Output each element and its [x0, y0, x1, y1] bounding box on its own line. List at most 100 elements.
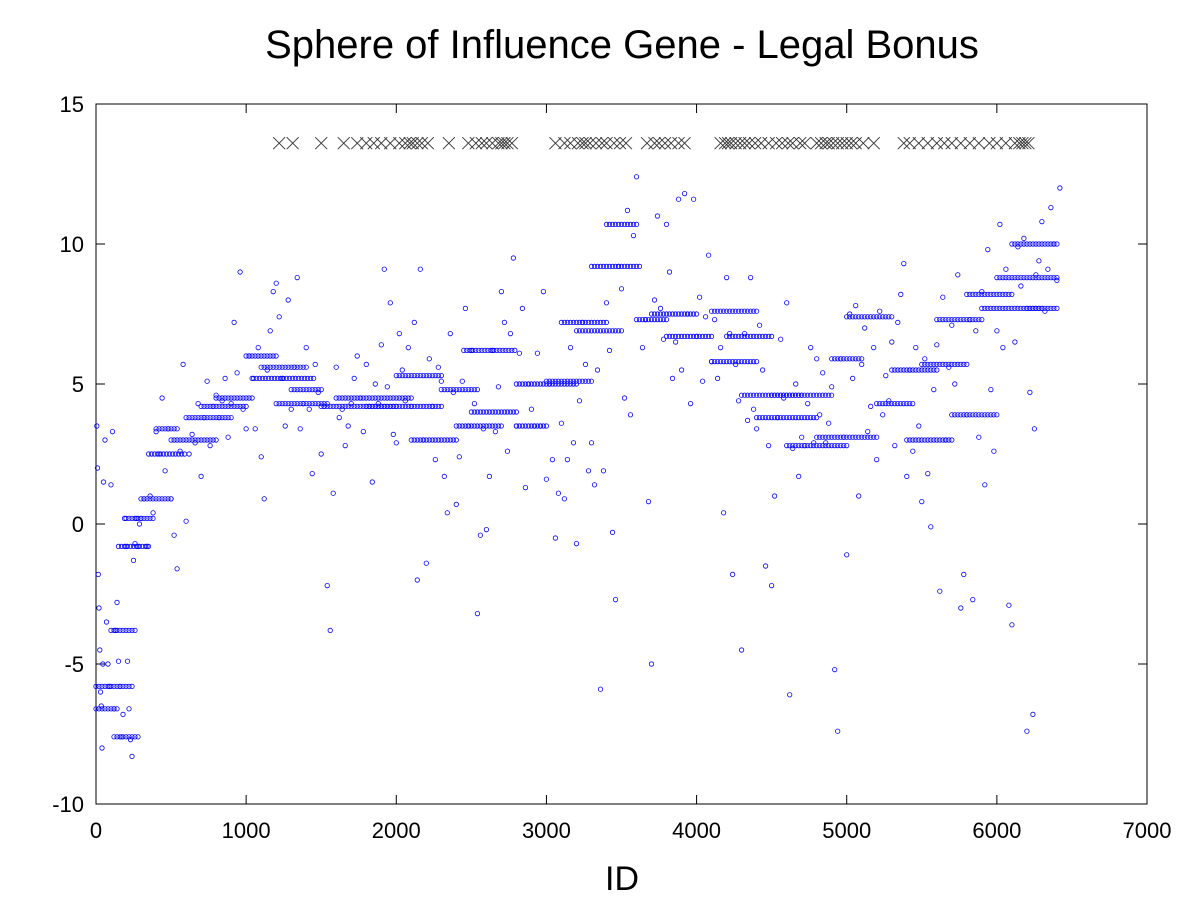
data-point [892, 400, 898, 407]
data-point [991, 412, 997, 418]
y-tick-label: 15 [60, 92, 84, 117]
data-point [952, 412, 958, 418]
data-point [853, 434, 859, 440]
data-point [534, 423, 541, 429]
data-point [168, 437, 174, 443]
data-point [609, 328, 616, 334]
data-point [345, 395, 351, 401]
data-point [931, 437, 937, 443]
data-point [112, 627, 119, 634]
data-point [1054, 274, 1060, 281]
data-point [300, 386, 306, 393]
data-point [438, 378, 444, 384]
data-point [411, 319, 417, 325]
data-point [546, 378, 553, 384]
data-point [1027, 274, 1033, 281]
data-point [102, 706, 108, 712]
data-point [273, 400, 279, 407]
data-point [732, 358, 739, 365]
data-point [925, 470, 931, 477]
data-point [696, 333, 703, 339]
x-marker [350, 136, 364, 150]
data-point [378, 403, 384, 409]
data-point [438, 372, 444, 379]
data-point [946, 316, 952, 323]
data-point [111, 706, 117, 712]
data-point [985, 305, 991, 311]
data-point [489, 347, 495, 353]
data-point [114, 706, 120, 712]
data-point [126, 683, 132, 690]
x-marker [903, 136, 917, 150]
data-point [471, 386, 477, 393]
data-point [321, 400, 327, 407]
data-point [117, 683, 123, 690]
data-point [618, 328, 625, 334]
data-point [438, 437, 444, 443]
data-point [133, 543, 140, 550]
data-point [1012, 305, 1018, 311]
data-point [222, 395, 228, 401]
data-point [306, 406, 312, 412]
data-point [126, 706, 132, 712]
data-point [276, 364, 282, 370]
data-point [976, 412, 982, 418]
y-tick-label: -10 [52, 792, 84, 817]
data-point [261, 353, 267, 359]
data-point [519, 423, 526, 429]
data-point [723, 308, 730, 314]
data-point [303, 364, 309, 370]
data-point [868, 403, 874, 409]
data-point [847, 311, 853, 317]
data-point [883, 314, 889, 320]
data-point [726, 333, 733, 339]
data-point [741, 358, 748, 365]
data-point [225, 395, 231, 401]
data-point [123, 543, 129, 550]
data-point [144, 515, 150, 522]
data-point [886, 400, 892, 407]
data-point [306, 386, 312, 393]
data-point [738, 647, 745, 653]
data-point [399, 395, 405, 401]
data-point [204, 414, 210, 421]
data-point [811, 442, 817, 449]
data-point [467, 347, 473, 353]
data-point [916, 437, 922, 443]
data-point [558, 420, 565, 426]
data-point [937, 316, 943, 323]
data-point [100, 479, 107, 485]
data-point [907, 367, 913, 373]
data-point [714, 358, 721, 365]
data-point [594, 367, 601, 373]
data-point [303, 400, 309, 407]
data-point [675, 333, 682, 339]
data-point [438, 403, 444, 409]
data-point [886, 398, 892, 404]
data-point [747, 308, 754, 314]
x-marker [867, 136, 881, 150]
x-marker [595, 136, 609, 150]
x-axis: 0 1000 2000 3000 4000 5000 6000 7000 [90, 104, 1171, 843]
data-point [506, 347, 512, 353]
data-point [687, 400, 694, 407]
data-point [1030, 305, 1036, 311]
data-point [306, 400, 312, 407]
x-marker [963, 136, 977, 150]
data-point [1030, 241, 1036, 247]
data-point [976, 434, 982, 440]
data-point [552, 535, 559, 541]
x-marker [337, 136, 351, 150]
data-point [1036, 258, 1042, 264]
data-point [796, 473, 802, 479]
data-point [408, 372, 414, 379]
data-point [657, 305, 664, 311]
data-point [369, 479, 375, 485]
data-point [297, 364, 303, 370]
data-point [259, 375, 266, 381]
data-point [997, 291, 1003, 297]
data-point [309, 470, 315, 477]
data-point [291, 364, 297, 370]
x-marker [762, 136, 775, 150]
data-point [928, 361, 934, 367]
